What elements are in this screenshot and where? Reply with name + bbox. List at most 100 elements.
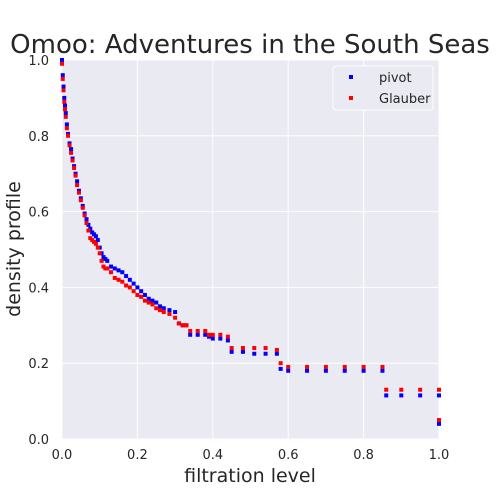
- data-point: [97, 251, 102, 256]
- data-point: [105, 258, 110, 263]
- data-point: [161, 306, 166, 311]
- y-axis-label: density profile: [3, 181, 25, 317]
- data-point: [105, 266, 110, 271]
- data-point: [210, 336, 215, 341]
- data-point: [225, 338, 230, 343]
- data-point: [176, 321, 181, 326]
- grid-lines: [61, 59, 440, 440]
- data-point: [82, 213, 87, 218]
- data-point: [203, 328, 208, 333]
- legend-marker-glauber: [349, 96, 353, 100]
- data-point: [167, 308, 172, 313]
- legend-marker-pivot: [349, 75, 353, 79]
- data-point: [342, 364, 347, 369]
- data-point: [380, 364, 385, 369]
- data-point: [210, 332, 215, 337]
- x-tick-label: 0.0: [52, 448, 73, 463]
- plot-area: [62, 60, 439, 439]
- legend-box: [332, 65, 434, 111]
- data-point: [78, 198, 83, 203]
- x-tick-label: 0.2: [127, 448, 148, 463]
- data-point: [120, 270, 125, 275]
- x-tick-label: 0.4: [202, 448, 223, 463]
- data-point: [437, 393, 441, 398]
- legend-label-pivot: pivot: [379, 71, 412, 86]
- data-point: [342, 368, 347, 373]
- data-point: [63, 114, 68, 119]
- series-glauber: [60, 61, 441, 423]
- data-point: [167, 311, 172, 316]
- data-point: [180, 323, 185, 328]
- data-point: [63, 107, 68, 112]
- data-point: [99, 258, 104, 263]
- data-point: [116, 268, 121, 273]
- data-point: [95, 238, 100, 243]
- data-point: [131, 281, 136, 286]
- data-point: [127, 285, 132, 290]
- data-point: [84, 217, 89, 222]
- data-point: [84, 220, 89, 225]
- data-point: [203, 332, 208, 337]
- data-point: [60, 61, 64, 66]
- data-point: [124, 283, 129, 288]
- data-point: [64, 122, 69, 127]
- data-point: [437, 418, 441, 423]
- data-point: [218, 336, 223, 341]
- data-point: [399, 387, 404, 392]
- x-axis-label: filtration level: [184, 465, 316, 487]
- data-point: [67, 143, 72, 148]
- data-point: [150, 302, 155, 307]
- data-point: [64, 126, 69, 131]
- data-point: [437, 387, 441, 392]
- data-point: [188, 332, 193, 337]
- data-point: [73, 173, 78, 178]
- data-point: [195, 328, 200, 333]
- data-point: [116, 277, 121, 282]
- data-point: [86, 228, 91, 233]
- y-tick-labels: 0.0 0.2 0.4 0.6 0.8 1.0: [28, 54, 49, 448]
- data-point: [135, 292, 140, 297]
- data-point: [361, 364, 366, 369]
- data-point: [150, 298, 155, 303]
- data-point: [274, 351, 279, 356]
- data-point: [158, 308, 163, 313]
- x-tick-label: 0.6: [278, 448, 299, 463]
- data-point: [161, 310, 166, 315]
- data-point: [142, 298, 147, 303]
- data-point: [240, 349, 245, 354]
- data-point: [323, 364, 328, 369]
- data-point: [418, 387, 423, 392]
- data-point: [252, 346, 257, 351]
- data-point: [218, 332, 223, 337]
- data-point: [399, 393, 404, 398]
- data-point: [146, 296, 151, 301]
- data-point: [60, 58, 64, 62]
- data-point: [240, 346, 245, 351]
- y-tick-label: 0.4: [28, 281, 49, 296]
- data-point: [323, 368, 328, 373]
- data-point: [286, 364, 291, 369]
- data-point: [62, 95, 67, 100]
- data-point: [154, 306, 159, 311]
- data-point: [146, 300, 151, 305]
- data-point: [305, 368, 310, 373]
- data-point: [69, 147, 74, 152]
- data-point: [70, 158, 75, 163]
- data-points: [60, 58, 441, 426]
- data-point: [158, 304, 163, 309]
- data-point: [207, 332, 212, 337]
- chart-title: Omoo: Adventures in the South Seas: [10, 30, 490, 60]
- data-point: [142, 292, 147, 297]
- data-point: [263, 351, 268, 356]
- data-point: [263, 346, 268, 351]
- data-point: [76, 190, 81, 195]
- x-tick-label: 1.0: [429, 448, 450, 463]
- data-point: [252, 351, 257, 356]
- data-point: [154, 300, 159, 305]
- data-point: [69, 150, 74, 155]
- y-tick-label: 1.0: [28, 54, 49, 69]
- data-point: [63, 103, 68, 108]
- data-point: [60, 76, 65, 81]
- data-point: [384, 387, 389, 392]
